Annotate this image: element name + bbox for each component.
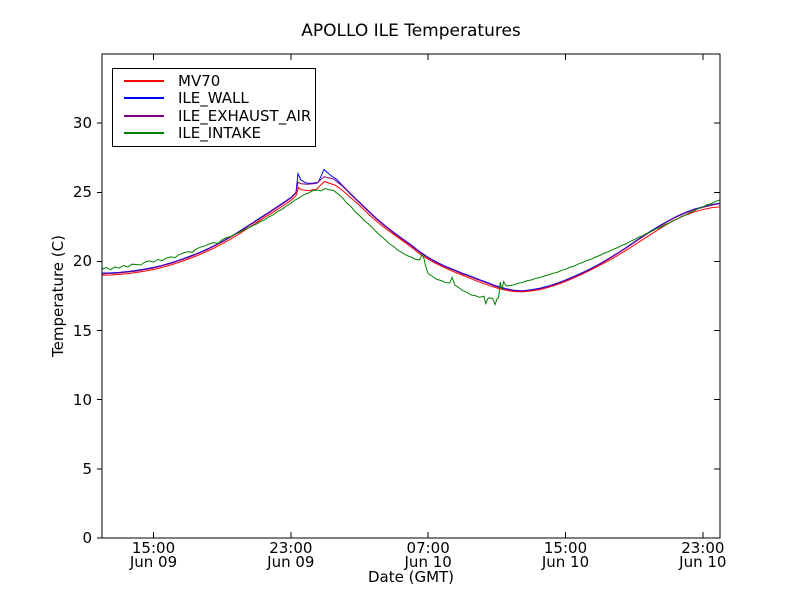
x-tick-time: 15:00: [131, 539, 176, 557]
chart-legend: MV70 ILE_WALL ILE_EXHAUST_AIR ILE_INTAKE: [112, 68, 316, 147]
legend-label: ILE_WALL: [178, 89, 249, 108]
chart-title: APOLLO ILE Temperatures: [301, 21, 521, 41]
legend-line-sample: [124, 97, 164, 100]
y-tick-label: 0: [82, 529, 92, 547]
legend-item: ILE_WALL: [113, 90, 315, 108]
legend-label: ILE_EXHAUST_AIR: [178, 106, 312, 125]
x-tick-label: 15:00 Jun 09: [129, 539, 178, 571]
series-line-ile_exhaust_air: [101, 176, 721, 292]
series-line-ile_wall: [101, 168, 721, 292]
x-tick-label: 07:00 Jun 10: [404, 539, 452, 571]
legend-line-sample: [124, 114, 164, 117]
x-tick-date: Jun 10: [679, 553, 727, 571]
y-tick-label: 10: [72, 390, 92, 409]
series-line-ile_intake: [101, 188, 721, 307]
legend-item: ILE_EXHAUST_AIR: [113, 107, 315, 125]
x-tick-time: 23:00: [681, 539, 725, 557]
y-tick-label: 15: [72, 321, 92, 340]
x-tick-label: 23:00 Jun 10: [679, 539, 727, 571]
x-tick-date: Jun 10: [404, 553, 452, 571]
y-tick-label: 25: [72, 183, 92, 202]
x-tick-time: 07:00: [406, 539, 450, 557]
y-tick-label: 30: [72, 114, 92, 133]
x-tick-date: Jun 10: [541, 553, 590, 571]
x-tick-date: Jun 09: [129, 553, 178, 571]
y-tick-label: 5: [82, 459, 92, 478]
legend-label: ILE_INTAKE: [178, 124, 261, 143]
x-tick-time: 15:00: [543, 539, 588, 557]
y-tick-label: 20: [72, 252, 92, 271]
x-tick-label: 15:00 Jun 10: [541, 539, 590, 571]
x-tick-label: 23:00 Jun 09: [267, 539, 315, 571]
plot-border: [101, 53, 721, 539]
x-axis-label: Date (GMT): [367, 568, 455, 586]
legend-line-sample: [124, 79, 164, 82]
x-tick-date: Jun 09: [267, 553, 315, 571]
legend-item: MV70: [113, 72, 315, 90]
legend-item: ILE_INTAKE: [113, 125, 315, 143]
series-line-mv70: [101, 180, 721, 293]
legend-label: MV70: [178, 71, 221, 90]
legend-line-sample: [124, 132, 164, 135]
x-tick-time: 23:00: [269, 539, 313, 557]
